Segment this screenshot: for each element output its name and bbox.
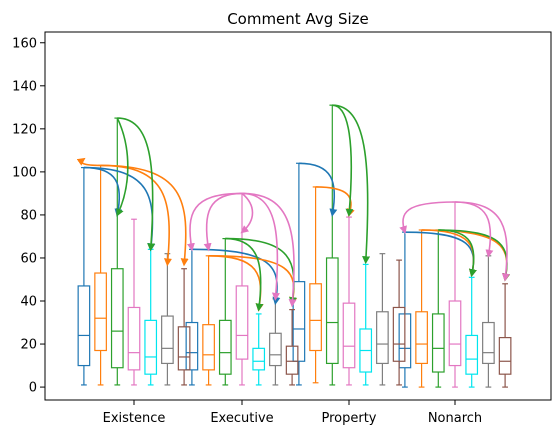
x-tick-label: Executive [210, 411, 273, 426]
box-plot [94, 164, 107, 386]
box-plot [431, 229, 445, 388]
box-iqr [482, 321, 495, 365]
box-plot [77, 166, 91, 386]
annotation-arrow [241, 192, 297, 308]
x-tick-label: Nonarch [428, 411, 482, 426]
x-tick-label: Existence [103, 411, 166, 426]
box-plot [161, 253, 174, 386]
box-iqr [285, 345, 299, 375]
box-plot [415, 229, 428, 388]
y-tick-label: 60 [20, 251, 37, 266]
annotation-arrow [332, 104, 354, 217]
box-plot [185, 248, 199, 386]
box-iqr [77, 285, 91, 367]
box-plot [177, 268, 191, 386]
box-plot [110, 117, 124, 386]
box-plot [325, 104, 339, 386]
box-iqr [392, 306, 406, 362]
box-iqr [376, 311, 389, 365]
y-tick-label: 0 [29, 381, 37, 396]
annotation-arrow [241, 192, 280, 301]
box-iqr [144, 319, 158, 375]
box-plot [465, 276, 479, 388]
box-plot [376, 253, 389, 386]
annotation-arrow [76, 157, 101, 167]
box-iqr [292, 281, 306, 362]
box-iqr [127, 306, 141, 371]
box-iqr [415, 311, 428, 365]
box-iqr [431, 313, 445, 373]
annotation-arrow [83, 166, 123, 217]
annotation-arrow [438, 229, 477, 278]
plot-frame [44, 31, 552, 401]
box-iqr [94, 272, 107, 352]
annotation-arrow [186, 192, 243, 252]
annotation-arrow [191, 248, 281, 306]
annotation-arrow [203, 192, 243, 252]
box-plot [498, 283, 512, 388]
annotation-arrow [225, 237, 264, 312]
box-iqr [269, 332, 282, 367]
annotation-arrow [100, 164, 189, 267]
box-plot [392, 259, 406, 386]
box-iqr [342, 302, 356, 369]
box-iqr [110, 268, 124, 369]
box-iqr [309, 283, 322, 352]
y-tick-label: 160 [12, 36, 37, 51]
annotation-arrow [399, 201, 456, 235]
box-plot [202, 255, 215, 386]
box-plot [482, 255, 495, 388]
box-plot [448, 201, 462, 388]
box-iqr [448, 300, 462, 367]
annotation-arrow [298, 162, 338, 217]
box-plot [127, 218, 141, 386]
box-iqr [235, 285, 249, 360]
y-tick-label: 20 [20, 338, 37, 353]
box-plot [235, 192, 249, 386]
box-iqr [185, 321, 199, 371]
box-iqr [161, 315, 174, 365]
plot-area [76, 104, 512, 388]
box-iqr [218, 319, 232, 375]
box-iqr [177, 326, 191, 371]
annotation-arrow [116, 117, 129, 217]
box-plot [342, 216, 356, 386]
y-tick-label: 140 [12, 79, 37, 94]
box-plot [359, 263, 373, 386]
annotation-arrow [100, 164, 172, 267]
y-tick-label: 100 [12, 165, 37, 180]
box-plot [309, 186, 322, 384]
y-tick-label: 80 [20, 208, 37, 223]
box-iqr [498, 336, 512, 375]
box-iqr [325, 257, 339, 365]
box-iqr [202, 324, 215, 371]
box-plot [285, 309, 299, 386]
annotation-arrow [454, 201, 510, 282]
annotation-arrow [240, 192, 254, 234]
chart-title: Comment Avg Size [227, 10, 369, 28]
box-plot [292, 162, 306, 386]
box-iqr [465, 334, 479, 375]
box-plot [218, 237, 232, 386]
annotation-arrow [421, 229, 511, 282]
box-iqr [252, 347, 266, 371]
box-plot [269, 298, 282, 386]
annotation-arrow [208, 255, 264, 312]
y-tick-label: 120 [12, 122, 37, 137]
annotation-arrow [332, 104, 371, 265]
annotation-arrow [208, 255, 298, 306]
x-tick-label: Property [321, 411, 376, 426]
box-plot [252, 313, 266, 386]
annotation-arrow [117, 117, 156, 252]
box-plot [144, 248, 158, 386]
y-tick-label: 40 [20, 295, 37, 310]
